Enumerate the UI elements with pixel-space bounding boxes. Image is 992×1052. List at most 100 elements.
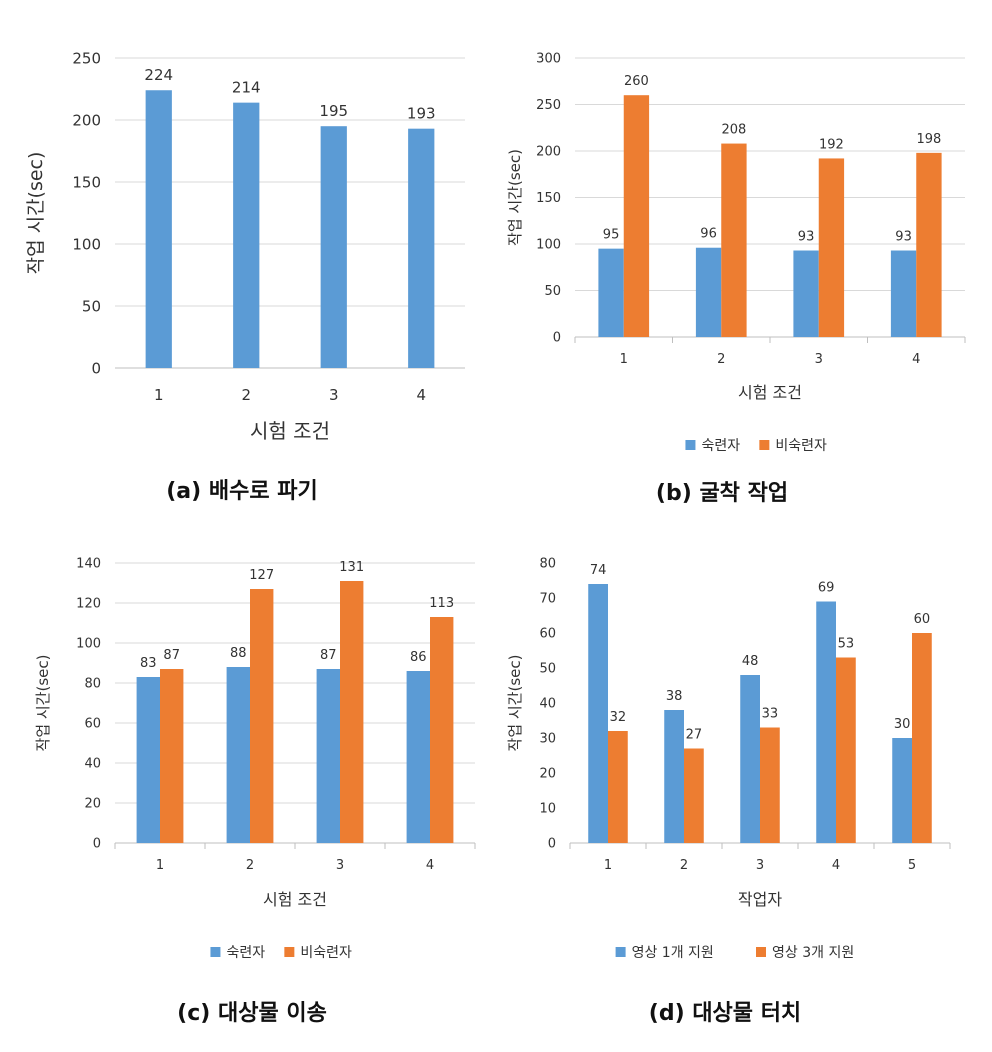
- data-label: 192: [819, 137, 844, 152]
- data-label: 131: [339, 560, 364, 575]
- legend-swatch: [284, 947, 295, 957]
- data-label: 83: [140, 656, 157, 671]
- bar-c-s1-1: [160, 669, 184, 843]
- y-tick-label: 140: [76, 557, 101, 572]
- chart-svg-b: 0 50 100 150 200 250 300 95 96 93 93 260 208 192 198 1 2…: [506, 52, 966, 506]
- legend-swatch: [210, 947, 221, 957]
- bar-b-s0-4: [890, 250, 917, 337]
- y-tick-label: 80: [539, 557, 556, 572]
- y-tick-label: 100: [72, 235, 101, 253]
- bar-d-s0-4: [816, 601, 836, 843]
- data-label: 69: [818, 581, 835, 596]
- bar-c-s0-4: [406, 671, 430, 843]
- data-label: 93: [895, 230, 912, 245]
- bar-d-s0-5: [892, 738, 912, 843]
- bar-d-s1-3: [760, 727, 780, 843]
- data-label: 113: [429, 596, 454, 611]
- y-axis-label: 작업 시간(sec): [34, 655, 52, 752]
- y-tick-label: 120: [76, 597, 101, 612]
- legend-swatch: [759, 440, 770, 450]
- legend-label: 숙련자: [701, 438, 740, 454]
- x-tick-label: 2: [717, 352, 725, 367]
- legend-label: 비숙련자: [300, 945, 352, 961]
- chart-caption: (b) 굴착 작업: [656, 481, 788, 506]
- y-tick-label: 0: [93, 837, 101, 852]
- y-tick-label: 50: [539, 662, 556, 677]
- bar-c-s0-3: [316, 669, 340, 843]
- legend-swatch: [615, 947, 626, 957]
- x-tick-label: 3: [329, 386, 339, 404]
- y-tick-label: 150: [72, 173, 101, 191]
- data-label: 224: [144, 66, 173, 84]
- x-tick-label: 4: [912, 352, 920, 367]
- chart-caption: (a) 배수로 파기: [166, 479, 317, 504]
- y-tick-label: 20: [539, 767, 556, 782]
- bar-d-s0-3: [740, 675, 760, 843]
- y-tick-label: 200: [72, 111, 101, 129]
- chart-svg-c: 0 20 40 60 80 100 120 140 83 88 87 86 87 127 131 113 1 2 3…: [34, 557, 476, 1026]
- bar-a-s0-3: [320, 126, 347, 368]
- x-axis-label: 시험 조건: [263, 890, 327, 909]
- data-label: 88: [230, 646, 247, 661]
- bar-b-s0-2: [695, 247, 722, 337]
- x-tick-label: 3: [815, 352, 823, 367]
- bar-d-s1-1: [608, 731, 628, 843]
- data-label: 30: [894, 717, 911, 732]
- y-tick-label: 0: [91, 359, 101, 377]
- bar-a-s0-4: [408, 128, 435, 368]
- bar-b-s1-1: [623, 95, 650, 337]
- x-tick-label: 4: [426, 858, 434, 873]
- x-tick-label: 5: [908, 858, 916, 873]
- y-tick-label: 250: [536, 98, 561, 113]
- x-axis-label: 시험 조건: [738, 383, 802, 402]
- y-tick-label: 10: [539, 802, 556, 817]
- data-label: 48: [742, 654, 759, 669]
- data-label: 198: [917, 132, 942, 147]
- y-tick-label: 100: [76, 637, 101, 652]
- data-label: 38: [666, 689, 683, 704]
- bar-d-s0-2: [664, 710, 684, 843]
- data-label: 60: [914, 612, 931, 627]
- legend-label: 숙련자: [226, 945, 265, 961]
- x-tick-label: 2: [241, 386, 251, 404]
- data-label: 95: [603, 228, 620, 243]
- data-label: 74: [590, 563, 607, 578]
- bar-d-s0-1: [588, 584, 608, 843]
- data-label: 260: [624, 74, 649, 89]
- y-tick-label: 30: [539, 732, 556, 747]
- y-tick-label: 50: [544, 284, 561, 299]
- x-tick-label: 4: [416, 386, 426, 404]
- chart-svg-d: 0 10 20 30 40 50 60 70 80 74 38 48 69 30 32 27 33 53 60 1 2 3…: [506, 557, 951, 1026]
- x-axis-label: 시험 조건: [250, 419, 330, 443]
- y-tick-label: 200: [536, 145, 561, 160]
- bar-a-s0-2: [233, 102, 260, 368]
- bar-b-s1-3: [818, 158, 845, 337]
- y-tick-label: 40: [84, 757, 101, 772]
- y-axis-label: 작업 시간(sec): [506, 149, 524, 246]
- y-tick-label: 0: [548, 837, 556, 852]
- legend-swatch: [756, 947, 766, 957]
- x-tick-label: 2: [680, 858, 688, 873]
- bar-b-s0-3: [793, 250, 819, 337]
- chart-caption: (c) 대상물 이송: [177, 1001, 327, 1026]
- data-label: 127: [249, 568, 274, 583]
- y-tick-label: 20: [84, 797, 101, 812]
- data-label: 93: [798, 230, 815, 245]
- legend-label: 영상 3개 지원: [772, 945, 854, 961]
- x-tick-label: 1: [156, 858, 164, 873]
- x-axis-label: 작업자: [738, 890, 782, 909]
- x-tick-label: 4: [832, 858, 840, 873]
- bar-c-s1-2: [250, 589, 274, 843]
- data-label: 33: [762, 707, 779, 722]
- data-label: 87: [320, 648, 337, 663]
- bar-a-s0-1: [145, 90, 172, 369]
- legend-label: 영상 1개 지원: [632, 945, 714, 961]
- bar-d-s1-4: [836, 657, 856, 843]
- data-label: 53: [838, 637, 855, 652]
- data-label: 86: [410, 650, 427, 665]
- bar-c-s0-2: [226, 667, 250, 843]
- data-label: 193: [407, 105, 436, 123]
- bar-c-s1-4: [430, 617, 454, 843]
- data-label: 96: [700, 227, 717, 242]
- data-label: 214: [232, 79, 261, 97]
